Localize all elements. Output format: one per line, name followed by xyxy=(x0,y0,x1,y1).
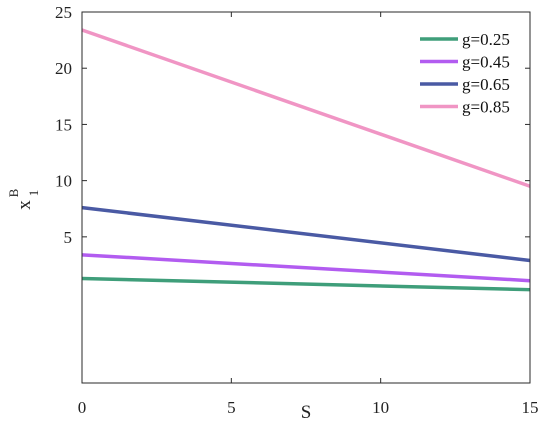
series-line-2 xyxy=(81,205,531,263)
y-tick-label: 5 xyxy=(64,228,73,247)
y-axis-label: x B 1 xyxy=(6,188,41,209)
legend-label-2: g=0.65 xyxy=(462,75,510,94)
x-tick-label: 10 xyxy=(372,398,389,417)
legend-label-3: g=0.85 xyxy=(462,98,510,117)
y-tick-label: 20 xyxy=(55,59,72,78)
x-axis-label: S xyxy=(301,402,312,423)
legend-label-1: g=0.45 xyxy=(462,53,510,72)
x-tick-label: 15 xyxy=(522,398,539,417)
x-tick-label: 5 xyxy=(227,398,236,417)
series-line-1 xyxy=(81,253,531,283)
y-tick-label: 25 xyxy=(55,3,72,22)
y-axis-label-base: x xyxy=(14,200,35,210)
series-line-0 xyxy=(81,276,531,292)
y-axis-label-subscript: 1 xyxy=(26,190,41,197)
series-line-3 xyxy=(81,28,531,188)
tick-layer: 0 5 10 15 5 10 15 20 25 xyxy=(55,3,539,417)
legend-label-0: g=0.25 xyxy=(462,30,510,49)
legend: g=0.25 g=0.45 g=0.65 g=0.85 xyxy=(420,30,510,117)
plot-frame xyxy=(81,11,531,384)
y-tick-label: 15 xyxy=(55,115,72,134)
series-layer xyxy=(81,28,531,292)
y-axis-label-superscript: B xyxy=(6,188,21,197)
x-tick-label: 0 xyxy=(78,398,87,417)
y-tick-label: 10 xyxy=(55,172,72,191)
